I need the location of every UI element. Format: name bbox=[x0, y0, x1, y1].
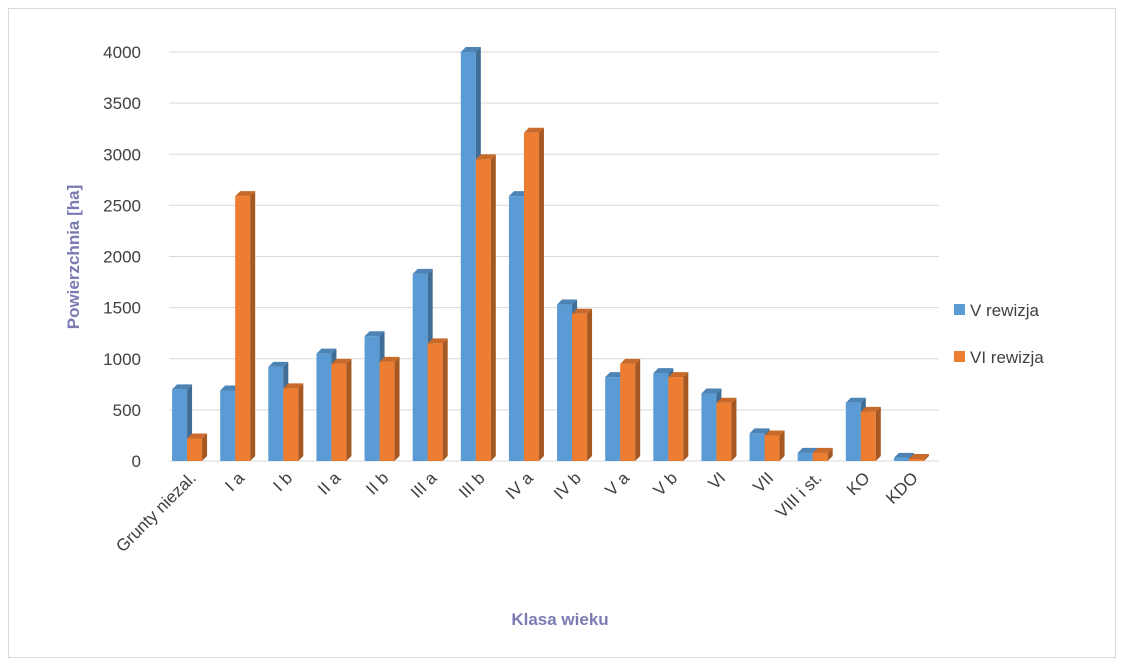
legend-label: V rewizja bbox=[970, 301, 1040, 320]
x-tick-label: V a bbox=[602, 468, 634, 500]
x-tick-label: I a bbox=[221, 468, 248, 495]
bar-vi-rewizja bbox=[812, 447, 833, 461]
x-tick-label: II b bbox=[362, 468, 392, 498]
legend-swatch bbox=[954, 304, 965, 315]
bar-vi-rewizja bbox=[668, 372, 689, 461]
y-tick-label: 3500 bbox=[103, 94, 141, 113]
y-axis-ticks: 0 500 1000 1500 2000 2500 3000 3500 4000 bbox=[103, 43, 141, 471]
x-tick-label: II a bbox=[314, 468, 345, 499]
bar-vi-rewizja bbox=[187, 433, 208, 461]
x-axis-ticks: Grunty niezal. I a I b II a II b III a III b IV… bbox=[112, 468, 921, 556]
x-tick-label: IV a bbox=[502, 468, 537, 503]
x-tick-label: VII bbox=[749, 468, 777, 496]
x-tick-label: I b bbox=[269, 468, 296, 495]
x-tick-label: KO bbox=[843, 468, 874, 499]
legend-label: VI rewizja bbox=[970, 348, 1044, 367]
bar-vi-rewizja bbox=[860, 406, 881, 461]
x-tick-label: VI bbox=[704, 468, 729, 493]
x-tick-label: IV b bbox=[550, 468, 585, 503]
bar-vi-rewizja bbox=[620, 358, 641, 461]
y-axis-title: Powierzchnia [ha] bbox=[64, 185, 83, 330]
bar-vi-rewizja bbox=[427, 338, 448, 461]
legend-item: V rewizja bbox=[954, 301, 1040, 320]
y-tick-label: 500 bbox=[113, 401, 141, 420]
y-tick-label: 2000 bbox=[103, 248, 141, 267]
y-tick-label: 4000 bbox=[103, 43, 141, 62]
bar-chart: 0 500 1000 1500 2000 2500 3000 3500 4000 Grunty … bbox=[64, 43, 1044, 629]
y-tick-label: 1500 bbox=[103, 299, 141, 318]
y-tick-label: 2500 bbox=[103, 196, 141, 215]
legend-item: VI rewizja bbox=[954, 348, 1044, 367]
bar-vi-rewizja bbox=[331, 358, 352, 461]
x-tick-label: Grunty niezal. bbox=[112, 468, 200, 556]
bar-vi-rewizja bbox=[572, 308, 593, 461]
y-tick-label: 3000 bbox=[103, 145, 141, 164]
bar-vi-rewizja bbox=[475, 154, 496, 462]
bar-vi-rewizja bbox=[235, 191, 256, 462]
bar-vi-rewizja bbox=[379, 356, 400, 461]
chart-frame: 0 500 1000 1500 2000 2500 3000 3500 4000 Grunty … bbox=[8, 8, 1116, 658]
bar-vi-rewizja bbox=[716, 397, 737, 461]
x-tick-label: V b bbox=[650, 468, 681, 499]
bar-vi-rewizja bbox=[908, 453, 929, 461]
x-axis-title: Klasa wieku bbox=[511, 610, 608, 629]
legend: V rewizja VI rewizja bbox=[954, 301, 1044, 367]
y-tick-label: 0 bbox=[132, 452, 141, 471]
bar-v-rewizja bbox=[172, 384, 193, 461]
y-tick-label: 1000 bbox=[103, 350, 141, 369]
x-tick-label: VIII i st. bbox=[772, 468, 826, 522]
bar-vi-rewizja bbox=[764, 430, 785, 461]
x-tick-label: KDO bbox=[882, 468, 921, 507]
bars bbox=[172, 47, 929, 462]
bar-vi-rewizja bbox=[523, 127, 544, 461]
legend-swatch bbox=[954, 351, 965, 362]
x-tick-label: III b bbox=[455, 468, 488, 501]
x-tick-label: III a bbox=[407, 468, 441, 502]
bar-vi-rewizja bbox=[283, 383, 304, 461]
